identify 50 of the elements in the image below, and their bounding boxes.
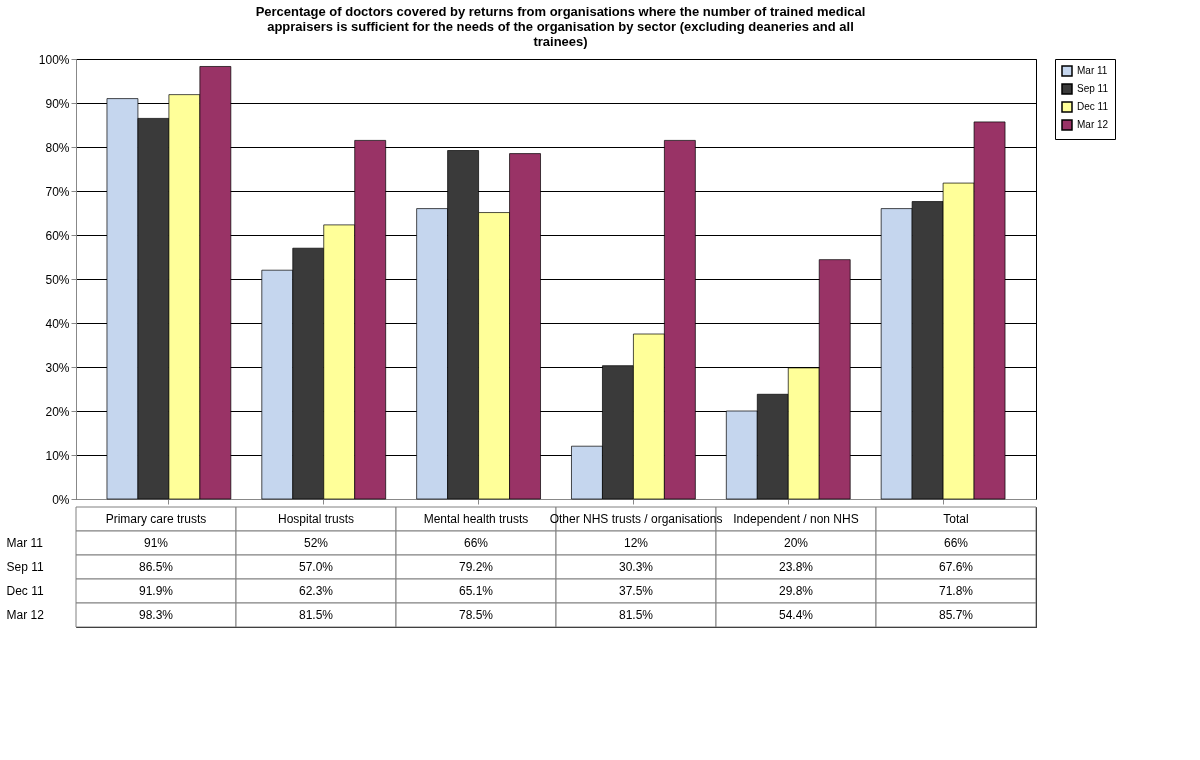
x-tick-label: Hospital trusts [277, 512, 355, 526]
y-tick-label: 90% [45, 96, 70, 111]
data-label: 30.3% [618, 560, 654, 574]
x-tick-label: Primary care trusts [105, 512, 207, 526]
x-tick-label: Other NHS trusts / organisations [549, 512, 723, 526]
y-tick-label: 30% [45, 360, 70, 375]
data-label: 29.8% [778, 584, 814, 598]
data-label: 65.1% [458, 584, 494, 598]
data-label: 85.7% [938, 608, 974, 622]
data-label: 66% [463, 536, 489, 550]
y-tick-label: 20% [45, 404, 70, 419]
data-label: 86.5% [138, 560, 174, 574]
legend-label: Mar 11 [1077, 65, 1108, 76]
y-tick-label: 100% [38, 52, 70, 67]
data-label: 67.6% [938, 560, 974, 574]
data-label: 37.5% [618, 584, 654, 598]
data-label: 81.5% [618, 608, 654, 622]
y-tick-label: 10% [45, 448, 70, 463]
data-label: 79.2% [458, 560, 494, 574]
text: Mar 12 [6, 608, 44, 622]
data-label: 23.8% [778, 560, 814, 574]
y-tick-label: 80% [45, 140, 70, 155]
y-tick-label: 60% [45, 228, 70, 243]
data-label: 98.3% [138, 608, 174, 622]
data-label: 20% [783, 536, 809, 550]
data-label: 91.9% [138, 584, 174, 598]
text: Mar 11 [6, 536, 43, 550]
data-label: 54.4% [778, 608, 814, 622]
data-label: 91% [143, 536, 169, 550]
text: Sep 11 [6, 560, 44, 574]
data-label: 78.5% [458, 608, 494, 622]
x-tick-label: Total [943, 512, 969, 526]
legend-label: Dec 11 [1077, 101, 1109, 112]
text: Dec 11 [6, 584, 44, 598]
data-label: 62.3% [298, 584, 334, 598]
y-tick-label: 40% [45, 316, 70, 331]
legend-label: Mar 12 [1077, 119, 1109, 130]
data-label: 52% [303, 536, 329, 550]
legend-label: Sep 11 [1077, 83, 1109, 94]
data-label: 66% [943, 536, 969, 550]
chart-title: Percentage of doctors covered by returns from organisations where the number of trained medical appraisers is sufficient for the needs of the organisation by sector (excluding deaneries and all trainees) [255, 3, 866, 49]
data-label: 12% [623, 536, 649, 550]
data-label: 81.5% [298, 608, 334, 622]
data-label: 57.0% [298, 560, 334, 574]
y-tick-label: 0% [52, 492, 70, 507]
data-label: 71.8% [938, 584, 974, 598]
x-tick-label: Mental health trusts [423, 512, 529, 526]
x-tick-label: Independent / non NHS [733, 512, 859, 526]
y-tick-label: 50% [45, 272, 70, 287]
y-tick-label: 70% [45, 184, 70, 199]
